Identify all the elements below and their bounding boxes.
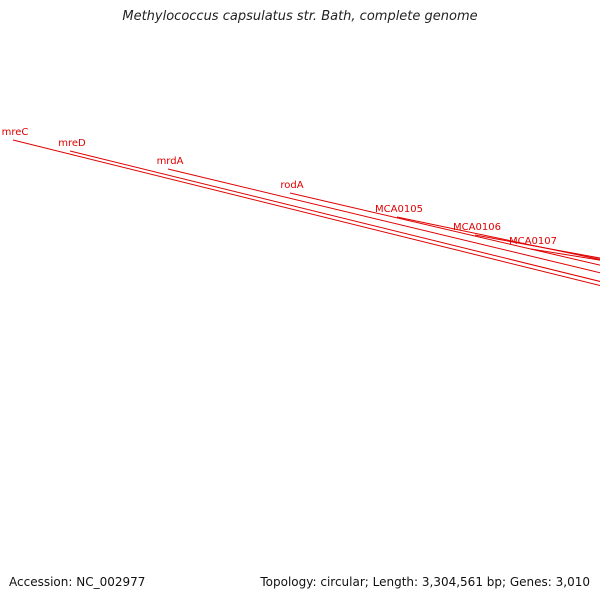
gene-label: rodA [280, 180, 303, 191]
gene-connector [289, 192, 600, 266]
gene-connector [167, 168, 600, 274]
gene-connector [396, 216, 600, 260]
accession-label: Accession: NC_002977 [9, 575, 146, 589]
gene-label: mreC [2, 127, 29, 138]
map-title: Methylococcus capsulatus str. Bath, comp… [122, 9, 478, 24]
gene-label: mrdA [157, 156, 184, 167]
gene-label: MCA0107 [509, 236, 557, 247]
gene-connector [69, 150, 600, 282]
gene-label: MCA0106 [453, 222, 501, 233]
gene-connector [12, 139, 600, 287]
gene-label: MCA0105 [375, 204, 423, 215]
genome-summary-label: Topology: circular; Length: 3,304,561 bp… [260, 575, 590, 589]
gene-connector [474, 234, 600, 259]
gene-label: mreD [58, 138, 86, 149]
gene-connector [530, 248, 600, 261]
